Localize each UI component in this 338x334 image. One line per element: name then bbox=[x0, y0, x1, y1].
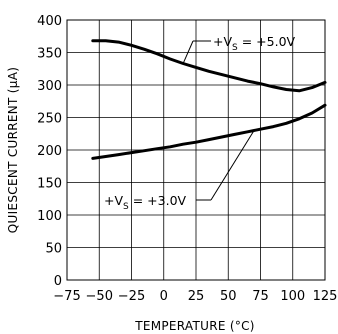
series-label-2: +VS = +3.0V bbox=[104, 193, 187, 212]
x-tick-label: 100 bbox=[280, 289, 305, 304]
y-tick-label: 200 bbox=[37, 144, 62, 159]
series-lines bbox=[91, 39, 327, 160]
x-axis-label: TEMPERATURE (°C) bbox=[134, 319, 255, 333]
series-label-1: +VS = +5.0V bbox=[213, 34, 296, 53]
y-tick-label: 400 bbox=[37, 14, 62, 29]
plot-frame bbox=[66, 19, 326, 281]
series-line-1 bbox=[91, 39, 327, 93]
series-line-2 bbox=[91, 103, 327, 160]
x-tick-label: −75 bbox=[53, 289, 80, 304]
y-tick-label: 50 bbox=[45, 242, 62, 257]
leader-line-2b bbox=[210, 130, 255, 201]
y-tick-label: 300 bbox=[37, 79, 62, 94]
grid bbox=[66, 19, 326, 281]
annotations: +VS = +5.0V +VS = +3.0V bbox=[104, 34, 296, 212]
x-tick-label: 75 bbox=[252, 289, 269, 304]
x-tick-label: 25 bbox=[188, 289, 205, 304]
y-tick-label: 350 bbox=[37, 47, 62, 62]
x-tick-label: 50 bbox=[220, 289, 237, 304]
y-tick-label: 250 bbox=[37, 112, 62, 127]
x-tick-label: 125 bbox=[313, 289, 338, 304]
y-axis-label: QUIESCENT CURRENT (μA) bbox=[6, 67, 20, 233]
y-tick-label: 0 bbox=[54, 274, 62, 289]
leader-line-1b bbox=[182, 40, 194, 64]
y-tick-label: 150 bbox=[37, 177, 62, 192]
y-tick-label: 100 bbox=[37, 209, 62, 224]
x-tick-label: −25 bbox=[118, 289, 145, 304]
x-tick-label: −50 bbox=[86, 289, 113, 304]
axes: 0 50 100 150 200 250 300 350 400 −75 −50 −25 0 25 50 75… bbox=[37, 14, 337, 304]
x-tick-label: 0 bbox=[160, 289, 168, 304]
